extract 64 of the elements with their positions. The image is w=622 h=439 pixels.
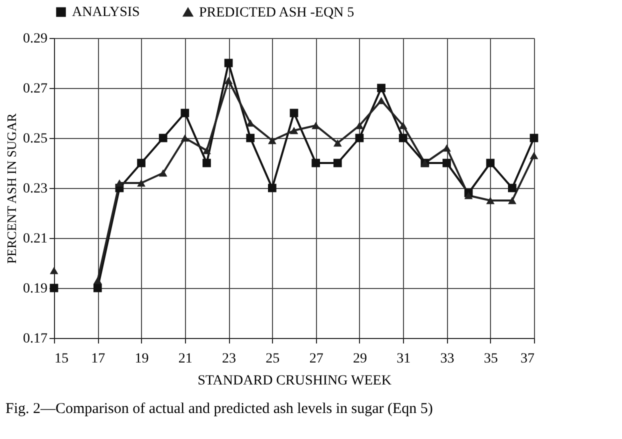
point	[312, 122, 320, 130]
point	[246, 119, 255, 127]
x-tick-label: 17	[91, 352, 106, 366]
point	[530, 152, 538, 160]
point	[333, 139, 342, 147]
x-axis-title: STANDARD CRUSHING WEEK	[198, 374, 392, 388]
x-tick-label: 19	[134, 352, 149, 366]
point	[224, 76, 233, 84]
point	[290, 108, 298, 118]
point	[93, 276, 102, 284]
point	[333, 158, 342, 168]
point	[530, 134, 538, 142]
point	[202, 158, 211, 168]
point	[50, 284, 58, 292]
y-tick-label: 0.17	[23, 332, 48, 346]
x-tick-label: 29	[352, 352, 367, 366]
x-tick-label: 15	[54, 352, 68, 366]
x-tick-label: 31	[396, 352, 411, 366]
point	[115, 179, 124, 187]
point	[355, 122, 364, 130]
point	[268, 184, 276, 192]
point	[398, 134, 408, 142]
point	[158, 134, 168, 142]
point	[442, 158, 451, 168]
x-tick-label: 33	[440, 352, 454, 366]
y-axis-title: PERCENT ASH IN SUGAR	[4, 112, 19, 264]
point	[137, 158, 146, 168]
point	[398, 122, 408, 130]
point	[50, 266, 58, 274]
point	[508, 184, 516, 192]
point	[137, 179, 146, 187]
point	[93, 284, 102, 292]
point	[180, 134, 190, 142]
point	[486, 196, 495, 204]
point	[508, 196, 516, 204]
point	[377, 96, 386, 104]
x-tick-label: 35	[484, 352, 498, 366]
x-tick-label: 27	[309, 352, 324, 366]
x-tick-label: 25	[266, 352, 280, 366]
y-tick-label: 0.23	[23, 182, 48, 196]
x-tick-label: 23	[222, 352, 236, 366]
point	[246, 134, 255, 142]
point	[312, 158, 320, 168]
point	[268, 136, 276, 144]
point	[464, 192, 473, 200]
point	[290, 126, 298, 134]
x-tick-label: 37	[520, 352, 534, 366]
legend-label: ANALYSIS	[72, 5, 140, 20]
y-tick-label: 0.25	[23, 132, 48, 146]
point	[158, 169, 168, 177]
point	[355, 134, 364, 142]
x-tick-label: 21	[178, 352, 192, 366]
text: Fig. 2—Comparison of actual and predicted ash levels in sugar (Eqn 5)	[6, 401, 433, 417]
y-tick-label: 0.29	[23, 32, 48, 46]
y-tick-label: 0.21	[23, 232, 48, 246]
point	[486, 158, 495, 168]
point	[377, 84, 386, 92]
point	[202, 146, 211, 154]
y-tick-label: 0.19	[23, 282, 48, 296]
y-tick-label: 0.27	[23, 82, 48, 96]
point	[442, 144, 451, 152]
legend-label: PREDICTED ASH -EQN 5	[199, 5, 354, 20]
point	[180, 108, 190, 118]
point	[224, 58, 233, 68]
